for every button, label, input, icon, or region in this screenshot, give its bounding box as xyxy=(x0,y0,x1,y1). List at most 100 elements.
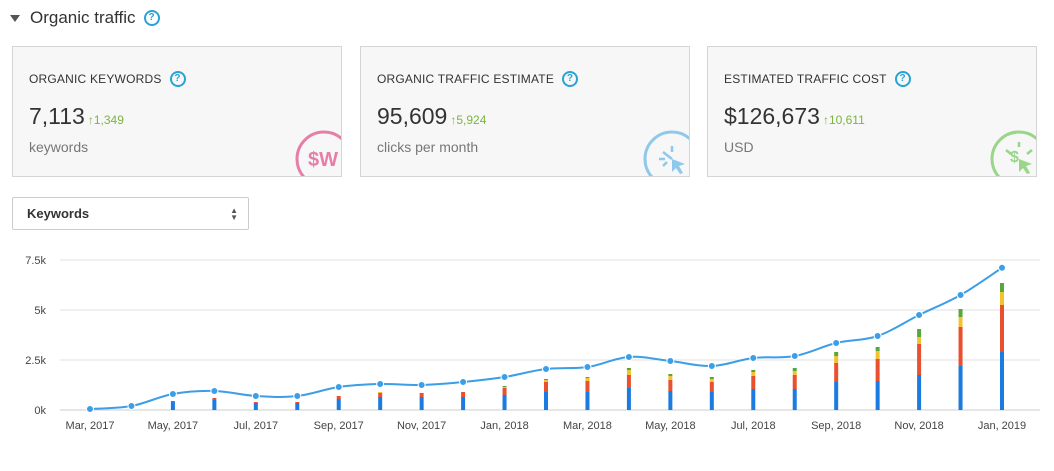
x-tick-label: Sep, 2018 xyxy=(811,420,861,432)
card-subtitle: USD xyxy=(724,139,754,155)
bar-segment-red xyxy=(917,344,922,375)
bar-segment-red xyxy=(461,392,466,397)
bar-segment-yellow xyxy=(668,376,673,380)
bar-segment-red xyxy=(378,393,383,397)
bar-segment-yellow xyxy=(751,372,756,376)
bar-segment-yellow xyxy=(544,380,548,382)
x-tick-label: Mar, 2018 xyxy=(563,420,612,432)
bar-segment-blue xyxy=(958,366,963,410)
bar-segment-green xyxy=(585,377,590,378)
bar-segment-red xyxy=(295,402,300,403)
up-arrow-icon: ↑ xyxy=(450,113,457,127)
bar-segment-red xyxy=(792,375,797,389)
card-delta-value: 1,349 xyxy=(93,113,124,127)
line-point xyxy=(624,353,633,361)
line-point xyxy=(417,381,426,389)
bar-segment-blue xyxy=(295,403,300,410)
bar-segment-red xyxy=(875,359,880,381)
bar-segment-green xyxy=(958,309,963,317)
bar-segment-blue xyxy=(1000,352,1004,410)
card-title: ORGANIC TRAFFIC ESTIMATE ? xyxy=(377,71,579,87)
bar-segment-yellow xyxy=(709,379,714,382)
click-cursor-icon xyxy=(643,130,689,176)
card-delta: ↑1,349 xyxy=(88,113,124,127)
line-point xyxy=(832,339,841,347)
bar-segment-red xyxy=(668,380,673,391)
bar-segment-blue xyxy=(544,392,548,410)
select-arrows-icon: ▲ ▼ xyxy=(230,206,238,222)
line-point xyxy=(666,357,675,365)
dollar-cursor-icon: $ xyxy=(990,130,1036,176)
bar-segment-blue xyxy=(875,381,880,410)
line-point xyxy=(500,373,509,381)
bar-segment-blue xyxy=(792,389,797,410)
help-icon[interactable]: ? xyxy=(143,10,160,26)
card-delta: ↑5,924 xyxy=(450,113,486,127)
bar-segment-green xyxy=(544,379,548,380)
y-tick-label: 0k xyxy=(34,405,46,417)
bar-segment-yellow xyxy=(875,351,880,359)
up-arrow-icon: ↑ xyxy=(822,113,829,127)
bar-segment-green xyxy=(875,347,880,351)
x-tick-label: Jul, 2017 xyxy=(233,420,278,432)
bar-segment-red xyxy=(626,375,631,388)
bar-segment-blue xyxy=(419,397,424,410)
card-delta: ↑10,611 xyxy=(823,113,865,127)
bar-segment-blue xyxy=(917,375,922,410)
bar-segment-blue xyxy=(170,402,175,410)
card-title-label: ORGANIC TRAFFIC ESTIMATE xyxy=(377,72,555,86)
bar-segment-red xyxy=(834,363,839,382)
bar-segment-red xyxy=(585,381,590,392)
bar-segment-yellow xyxy=(1000,292,1004,305)
bar-segment-blue xyxy=(378,397,383,410)
bar-segment-blue xyxy=(336,399,341,410)
bar-segment-blue xyxy=(461,397,466,410)
keywords-chart: 0k 2.5k 5k 7.5k Mar, 2017 May, 2017 Jul, 2017 S… xyxy=(25,255,1040,432)
x-tick-label: Jul, 2018 xyxy=(731,420,776,432)
bar-segment-yellow xyxy=(378,392,383,393)
bar-segment-green xyxy=(626,368,631,370)
card-value-row: $126,673 ↑10,611 xyxy=(724,103,865,130)
bar-segment-red xyxy=(502,388,507,395)
card-delta-value: 5,924 xyxy=(456,113,487,127)
bar-segment-yellow xyxy=(585,378,590,381)
metric-select-value: Keywords xyxy=(27,206,90,221)
bar-segment-green xyxy=(1000,283,1004,292)
line-point xyxy=(168,390,177,398)
svg-text:$W: $W xyxy=(308,149,338,171)
bar-segment-green xyxy=(668,374,673,376)
card-value: $126,673 xyxy=(724,103,820,129)
line-point xyxy=(86,405,94,413)
card-subtitle: clicks per month xyxy=(377,139,479,155)
collapse-caret-icon[interactable] xyxy=(10,14,20,22)
bar-segment-yellow xyxy=(917,337,922,344)
card-value-row: 95,609 ↑5,924 xyxy=(377,103,486,130)
bar-segment-red xyxy=(544,382,548,392)
bar-segment-blue xyxy=(834,382,839,410)
line-point xyxy=(873,332,882,340)
x-tick-label: Nov, 2018 xyxy=(894,420,943,432)
help-icon[interactable]: ? xyxy=(562,71,579,87)
up-arrow-icon: ↑ xyxy=(87,113,94,127)
bar-segment-red xyxy=(751,376,756,389)
bar-segment-blue xyxy=(626,388,631,410)
x-tick-label: Mar, 2017 xyxy=(66,420,115,432)
line-point xyxy=(542,365,550,373)
bar-segment-yellow xyxy=(792,371,797,375)
bar-segment-blue xyxy=(709,392,714,410)
card-value-row: 7,113 ↑1,349 xyxy=(29,103,124,130)
card-title: ORGANIC KEYWORDS ? xyxy=(29,71,186,87)
line-point xyxy=(376,380,385,388)
line-point xyxy=(998,263,1006,272)
bar-segment-red xyxy=(1000,305,1004,352)
help-icon[interactable]: ? xyxy=(894,71,911,87)
x-tick-label: May, 2017 xyxy=(148,420,199,432)
bar-segment-yellow xyxy=(502,387,507,388)
y-tick-label: 7.5k xyxy=(25,255,46,267)
help-icon[interactable]: ? xyxy=(169,71,186,87)
bar-segment-green xyxy=(792,368,797,371)
bar-segment-red xyxy=(170,401,175,402)
card-organic-traffic-estimate: ORGANIC TRAFFIC ESTIMATE ? 95,609 ↑5,924… xyxy=(360,46,690,177)
x-tick-label: Jan, 2019 xyxy=(978,420,1026,432)
metric-select[interactable]: Keywords ▲ ▼ xyxy=(12,197,249,230)
